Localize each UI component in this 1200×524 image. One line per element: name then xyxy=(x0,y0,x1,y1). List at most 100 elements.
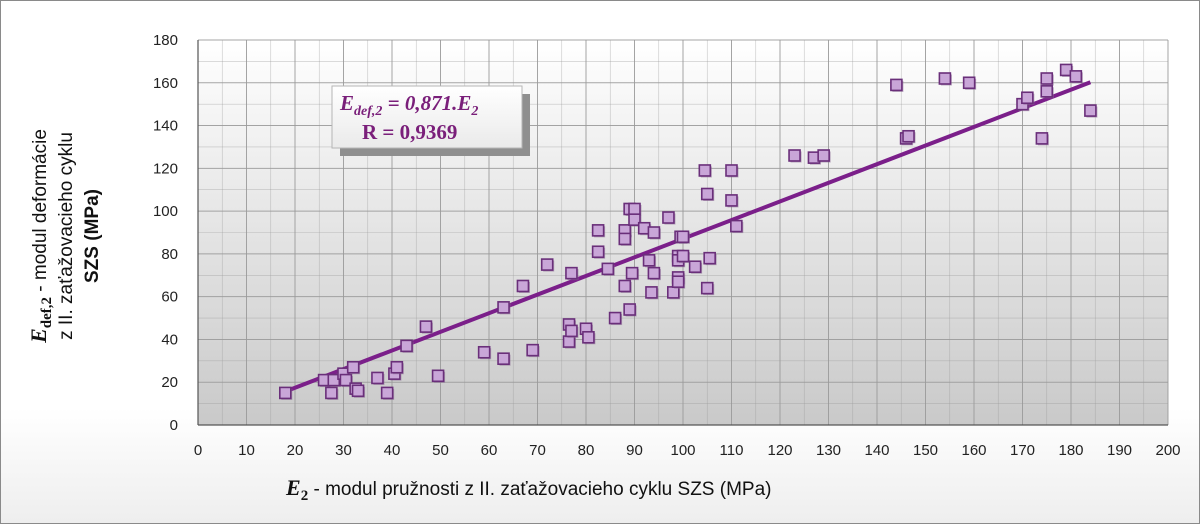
data-point-marker xyxy=(1035,132,1049,145)
data-point xyxy=(938,72,952,86)
x-tick-label: 70 xyxy=(529,442,546,459)
data-point-marker xyxy=(645,286,658,299)
data-point xyxy=(1040,72,1054,86)
data-point xyxy=(1035,132,1049,146)
data-point-marker xyxy=(938,72,952,85)
data-point xyxy=(725,194,739,208)
data-point-marker xyxy=(351,384,365,398)
data-point xyxy=(400,339,414,353)
x-tick-label: 40 xyxy=(384,442,401,459)
data-point-marker xyxy=(676,249,690,263)
data-point xyxy=(703,251,717,266)
data-point xyxy=(591,224,606,238)
data-point-marker xyxy=(703,251,716,265)
data-point xyxy=(645,286,659,300)
data-point-marker xyxy=(642,254,656,267)
data-point xyxy=(647,266,661,281)
data-point-marker xyxy=(477,345,491,359)
data-point-marker xyxy=(623,303,636,316)
data-point xyxy=(419,320,433,334)
data-point xyxy=(642,254,657,268)
data-point xyxy=(1021,91,1035,105)
x-tick-label: 100 xyxy=(670,442,695,459)
x-tick-label: 180 xyxy=(1058,442,1083,459)
data-point-marker xyxy=(419,320,433,333)
y-axis-label-line2: z II. zaťažovacieho cyklu xyxy=(56,132,77,340)
x-tick-label: 170 xyxy=(1010,442,1035,459)
data-point xyxy=(565,324,579,338)
data-point-marker xyxy=(628,202,641,216)
data-point-marker xyxy=(526,343,539,357)
data-point-marker xyxy=(962,76,976,90)
data-point xyxy=(608,311,623,326)
data-point-marker xyxy=(671,275,685,288)
axes xyxy=(197,40,1168,426)
y-tick-label: 80 xyxy=(161,246,178,263)
y-tick-label: 60 xyxy=(161,289,178,306)
data-point-marker xyxy=(497,352,510,365)
x-axis-label-rest: - modul pružnosti z II. zaťažovacieho cy… xyxy=(308,479,771,500)
data-point xyxy=(526,343,540,358)
data-point xyxy=(325,386,339,400)
x-tick-label: 200 xyxy=(1155,442,1180,459)
data-point-marker xyxy=(890,78,903,92)
data-point xyxy=(698,164,712,178)
data-point-marker xyxy=(516,279,530,293)
data-point xyxy=(725,164,739,178)
data-point xyxy=(591,245,606,259)
data-point xyxy=(278,386,293,400)
data-point-marker xyxy=(628,213,641,226)
data-point xyxy=(339,373,353,388)
y-tick-label: 100 xyxy=(153,203,178,220)
data-point-marker xyxy=(540,258,554,271)
data-point xyxy=(346,360,361,375)
x-tick-label: 110 xyxy=(720,442,744,459)
data-point-marker xyxy=(688,260,702,274)
x-tick-label: 80 xyxy=(578,442,595,459)
data-point xyxy=(1069,70,1083,84)
x-axis-label: E2 - modul pružnosti z II. zaťažovacieho… xyxy=(285,475,771,504)
data-point xyxy=(562,335,577,349)
data-point-marker xyxy=(400,339,413,353)
x-tick-label: 60 xyxy=(481,442,498,459)
data-point-marker xyxy=(1021,91,1034,105)
data-point-marker xyxy=(346,360,360,374)
y-tick-label: 180 xyxy=(153,32,178,49)
data-point-marker xyxy=(1069,70,1083,83)
data-point xyxy=(730,219,744,234)
x-tick-label: 140 xyxy=(864,442,889,459)
data-point xyxy=(647,226,661,240)
data-point xyxy=(582,331,596,345)
data-point xyxy=(1059,63,1074,77)
x-tick-label: 30 xyxy=(335,442,352,459)
equation-rest: = 0,871.E xyxy=(382,91,471,115)
data-point-marker xyxy=(278,386,292,400)
data-point-marker xyxy=(380,386,394,400)
y-axis-symbol: E xyxy=(26,328,51,344)
x-tick-label: 20 xyxy=(287,442,304,459)
equation-box: Edef,2 = 0,871.E2 R = 0,9369 xyxy=(331,85,530,156)
y-tick-label: 160 xyxy=(153,75,178,92)
data-point-marker xyxy=(497,301,510,314)
data-point xyxy=(390,360,404,375)
x-tick-label: 10 xyxy=(238,442,255,459)
data-point xyxy=(327,373,341,388)
x-tick-label: 50 xyxy=(432,442,449,459)
data-point-marker xyxy=(700,187,714,201)
data-point-marker xyxy=(725,194,738,207)
data-point-marker xyxy=(601,262,615,276)
data-point-marker xyxy=(676,230,690,244)
data-point xyxy=(351,384,366,398)
x-tick-label: 90 xyxy=(626,442,643,459)
x-tick-label: 120 xyxy=(767,442,792,459)
data-point xyxy=(565,266,579,281)
data-point-marker xyxy=(608,311,622,325)
data-point xyxy=(890,78,904,92)
data-point xyxy=(676,249,690,264)
data-point xyxy=(497,352,511,366)
y-axis-label-line1: Edef,2 - modul deformácie xyxy=(26,129,55,344)
data-point xyxy=(540,258,555,272)
data-point-marker xyxy=(817,149,830,162)
data-point-marker xyxy=(647,266,661,280)
data-point-marker xyxy=(618,232,632,246)
